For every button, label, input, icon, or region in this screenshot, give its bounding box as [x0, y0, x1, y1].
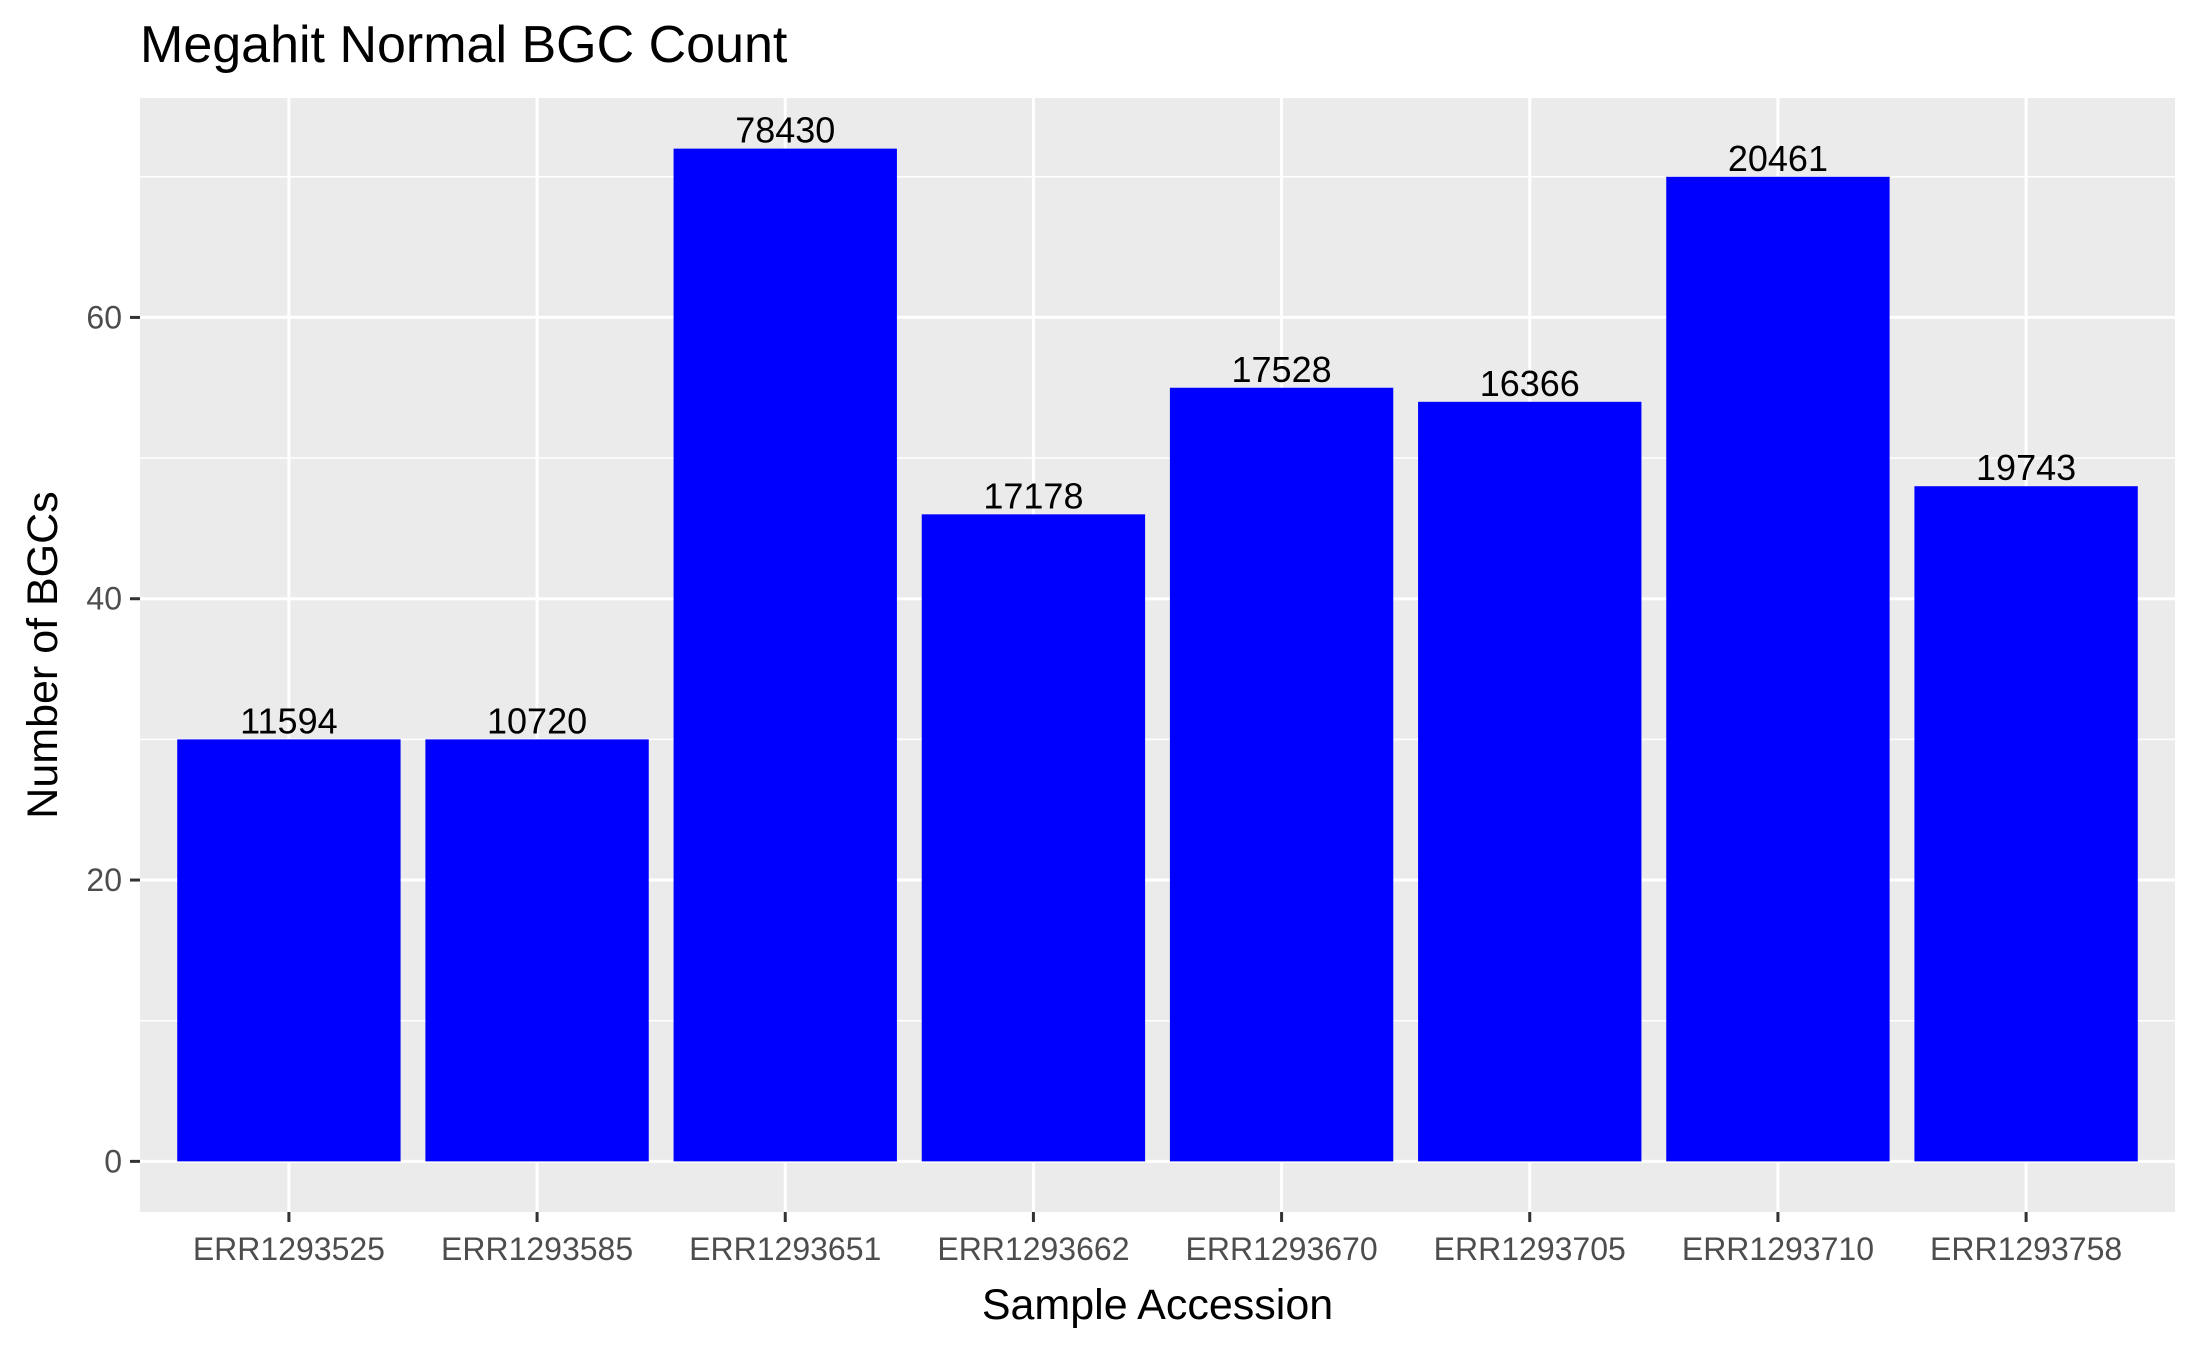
bar-err1293710 [1666, 176, 1890, 1162]
y-tick-label: 20 [86, 862, 122, 898]
chart-title: Megahit Normal BGC Count [140, 16, 788, 74]
y-tick-label: 60 [86, 299, 122, 335]
x-tick-label: ERR1293651 [689, 1231, 881, 1267]
x-tick-label: ERR1293585 [441, 1231, 633, 1267]
data-label-err1293585: 10720 [487, 700, 587, 741]
data-label-err1293710: 20461 [1728, 138, 1828, 179]
x-tick-label: ERR1293670 [1186, 1231, 1378, 1267]
bar-err1293651 [673, 148, 897, 1162]
y-tick-label: 40 [86, 581, 122, 617]
bar-err1293758 [1914, 486, 2138, 1162]
x-tick-label: ERR1293705 [1434, 1231, 1626, 1267]
data-labels-group: 11594 10720 78430 17178 17528 16366 20461 19743 [240, 110, 2076, 742]
y-tick-label: 0 [104, 1143, 122, 1179]
data-label-err1293651: 78430 [735, 110, 835, 151]
x-axis-title: Sample Accession [982, 1281, 1333, 1329]
x-tick-label: ERR1293525 [193, 1231, 385, 1267]
data-label-err1293705: 16366 [1480, 363, 1580, 404]
x-tick-label: ERR1293758 [1930, 1231, 2122, 1267]
x-tick-label: ERR1293662 [937, 1231, 1129, 1267]
x-tick-label: ERR1293710 [1682, 1231, 1874, 1267]
data-label-err1293670: 17528 [1232, 349, 1332, 390]
bar-err1293705 [1418, 401, 1642, 1162]
bars-group [177, 148, 2138, 1162]
data-label-err1293525: 11594 [240, 700, 337, 741]
bar-err1293585 [425, 739, 649, 1162]
y-axis-title: Number of BGCs [19, 491, 67, 818]
bar-err1293670 [1169, 387, 1394, 1162]
x-axis: ERR1293525 ERR1293585 ERR1293651 ERR1293662… [193, 1212, 2122, 1267]
data-label-err1293758: 19743 [1976, 447, 2076, 488]
bar-err1293525 [177, 739, 401, 1162]
bar-err1293662 [921, 514, 1146, 1162]
data-label-err1293662: 17178 [983, 475, 1083, 516]
y-axis: 0 20 40 60 [86, 299, 140, 1179]
